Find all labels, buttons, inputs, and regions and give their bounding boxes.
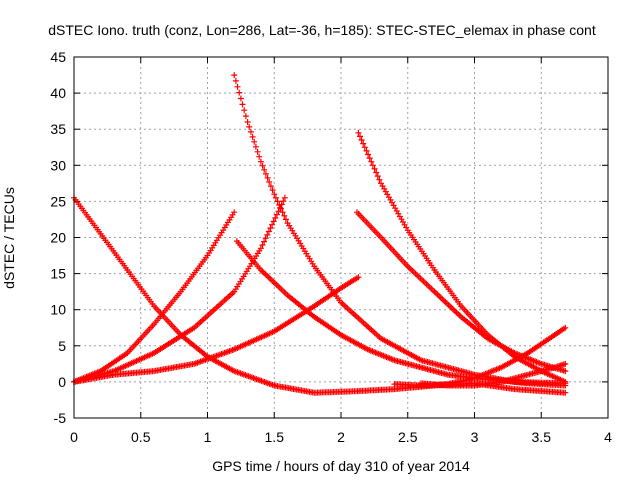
- data-series: [71, 72, 569, 396]
- data-point-marks: [354, 209, 569, 375]
- series-sat-j: [418, 360, 569, 389]
- x-tick-label: 1: [204, 429, 212, 445]
- y-tick-label: 30: [50, 157, 66, 173]
- y-tick-label: 35: [50, 121, 66, 137]
- x-tick-label: 1.5: [265, 429, 285, 445]
- x-tick-label: 0.5: [131, 429, 151, 445]
- y-tick-label: 25: [50, 193, 66, 209]
- data-point-marks: [233, 238, 569, 389]
- plot-frame: [73, 56, 609, 419]
- x-tick-label: 4: [604, 429, 612, 445]
- grid: [74, 57, 608, 418]
- y-tick-label: 20: [50, 230, 66, 246]
- y-tick-label: 45: [50, 49, 66, 65]
- series-sat-a: [71, 194, 569, 396]
- series-sat-h: [354, 209, 569, 375]
- data-point-marks: [418, 360, 569, 389]
- x-tick-label: 3: [471, 429, 479, 445]
- x-axis-label: GPS time / hours of day 310 of year 2014: [212, 458, 470, 474]
- x-tick-label: 2.5: [398, 429, 418, 445]
- y-tick-label: 10: [50, 302, 66, 318]
- data-point-marks: [231, 72, 569, 387]
- y-tick-label: 0: [58, 374, 66, 390]
- x-tick-label: 2: [337, 429, 345, 445]
- y-axis-label: dSTEC / TECUs: [1, 187, 17, 289]
- data-point-marks: [71, 194, 569, 396]
- chart-title: dSTEC Iono. truth (conz, Lon=286, Lat=-3…: [48, 22, 596, 38]
- y-tick-label: 5: [58, 338, 66, 354]
- y-tick-label: 40: [50, 85, 66, 101]
- series-sat-e: [231, 72, 569, 387]
- y-tick-label: 15: [50, 266, 66, 282]
- series-sat-f: [233, 238, 569, 389]
- x-tick-label: 0: [70, 429, 78, 445]
- x-tick-label: 3.5: [532, 429, 552, 445]
- y-tick-label: -5: [54, 410, 67, 426]
